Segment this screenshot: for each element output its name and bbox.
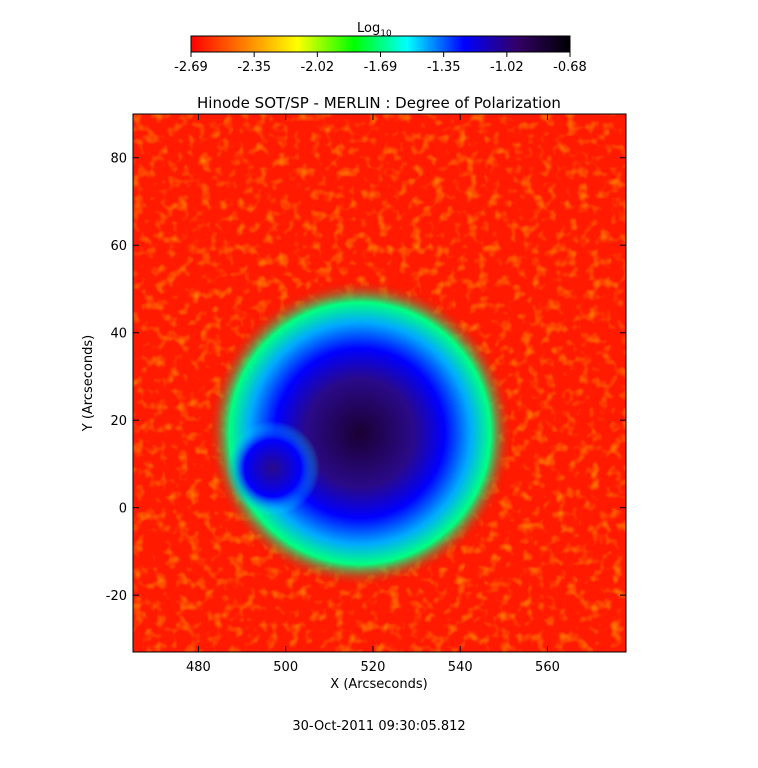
colorbar-tick-label: -2.35 <box>237 60 271 75</box>
colorbar-tick-label: -2.02 <box>301 60 335 75</box>
colorbar-ticks: -2.69 -2.35 -2.02 -1.69 -1.35 -1.02 -0.68 <box>174 52 587 75</box>
chart-title: Hinode SOT/SP - MERLIN : Degree of Polar… <box>197 94 561 112</box>
colorbar-tick-label: -1.02 <box>490 60 524 75</box>
x-tick-label: 500 <box>273 660 298 675</box>
secondary-umbra <box>225 421 320 516</box>
x-tick-label: 480 <box>186 660 211 675</box>
y-tick-label: 40 <box>110 327 127 342</box>
colorbar-tick-label: -1.69 <box>364 60 398 75</box>
colorbar-tick-label: -1.35 <box>427 60 461 75</box>
y-tick-label: 80 <box>110 152 127 167</box>
x-axis-label: X (Arcseconds) <box>330 677 427 692</box>
x-tick-label: 520 <box>361 660 386 675</box>
x-tick-label: 540 <box>448 660 473 675</box>
colorbar-tick-label: -2.69 <box>174 60 208 75</box>
x-axis: 480 500 520 540 560 <box>186 114 560 675</box>
colorbar-tick-label: -0.68 <box>553 60 587 75</box>
heatmap <box>133 114 626 652</box>
y-tick-label: 60 <box>110 239 127 254</box>
timestamp: 30-Oct-2011 09:30:05.812 <box>292 719 465 734</box>
y-tick-label: -20 <box>106 589 127 604</box>
x-tick-label: 560 <box>535 660 560 675</box>
y-tick-label: 20 <box>110 414 127 429</box>
y-axis-label: Y (Arcseconds) <box>81 335 96 432</box>
colorbar-label: Log10 <box>357 21 392 39</box>
y-axis: -20 0 20 40 60 80 <box>106 152 626 604</box>
plot-frame <box>132 113 627 653</box>
y-tick-label: 0 <box>119 502 127 517</box>
